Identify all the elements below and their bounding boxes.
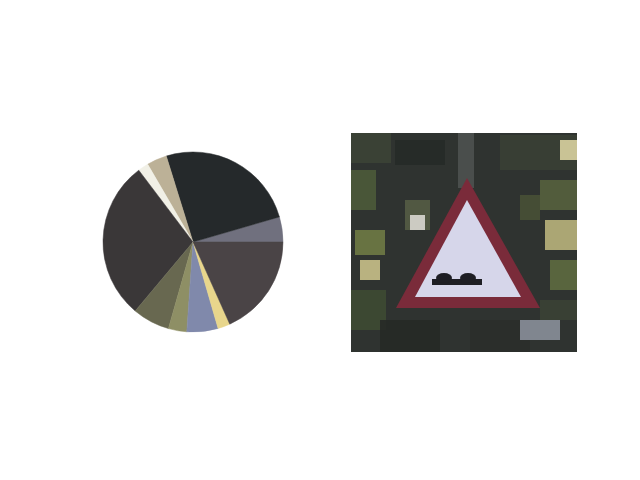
photo-patch (351, 170, 376, 210)
photo-patch (500, 135, 577, 170)
pie-slice (193, 242, 283, 324)
photo-patch (550, 260, 577, 290)
photo-patch (355, 230, 385, 255)
sign-border (396, 178, 540, 308)
sign-pole (458, 133, 474, 188)
sign-photo (351, 133, 577, 352)
photo-patch (540, 180, 577, 210)
sign-symbol (436, 273, 452, 283)
canvas (0, 0, 640, 480)
photo-patch (351, 133, 391, 163)
photo-patch (545, 220, 577, 250)
photo-patch (520, 320, 560, 340)
photo-patch (405, 200, 430, 230)
photo-patch (380, 320, 440, 352)
pie (103, 152, 283, 332)
sign-face (415, 200, 521, 297)
photo-background (351, 133, 577, 352)
photo-patch (520, 195, 540, 220)
photo-patch (395, 140, 445, 165)
photo-patch (560, 140, 577, 160)
sign-symbol (460, 273, 476, 283)
photo-patch (360, 260, 380, 280)
photo-patch (540, 300, 577, 320)
photo-patch (410, 215, 425, 230)
